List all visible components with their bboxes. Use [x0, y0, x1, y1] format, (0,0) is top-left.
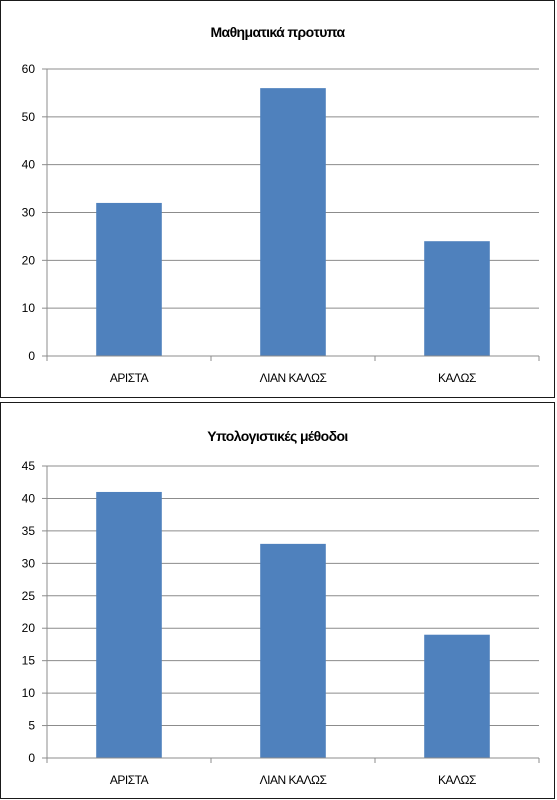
chart-plot-area: 0 10 20 30 40 50 60 ΑΡΙΣΤΑ ΛΙΑΝ ΚΑΛΩΣ ΚΑΛΩΣ — [22, 62, 540, 385]
y-tick-label: 10 — [22, 686, 36, 700]
bar — [96, 202, 162, 356]
y-tick-label: 5 — [28, 719, 35, 733]
y-tick-label: 40 — [22, 158, 36, 172]
y-tick-label: 30 — [22, 206, 36, 220]
bar — [424, 241, 490, 356]
x-tick-label: ΑΡΙΣΤΑ — [110, 773, 149, 787]
y-tick-label: 10 — [22, 301, 36, 315]
y-tick-label: 35 — [22, 524, 36, 538]
y-tick-label: 40 — [22, 491, 36, 505]
x-tick-label: ΛΙΑΝ ΚΑΛΩΣ — [260, 773, 327, 787]
bar — [260, 88, 326, 356]
chart-plot-area: 0 5 10 15 20 25 30 35 40 45 ΑΡΙΣΤΑ ΛΙΑΝ ΚΑΛΩΣ ΚΑΛΩΣ — [22, 459, 540, 787]
y-tick-label: 30 — [22, 556, 36, 570]
chart-title: Μαθηματικά πρoτυπα — [210, 24, 346, 40]
x-tick-label: ΛΙΑΝ ΚΑΛΩΣ — [260, 371, 327, 385]
bar — [96, 491, 162, 758]
y-tick-label: 25 — [22, 589, 36, 603]
y-tick-label: 0 — [28, 751, 35, 765]
x-tick-label: ΚΑΛΩΣ — [438, 371, 476, 385]
chart-computational-methods: Υπολογιστικές μέθοδοι 0 5 10 15 20 25 30 35 40 45… — [0, 402, 555, 799]
bar — [424, 634, 490, 758]
y-tick-label: 0 — [28, 349, 35, 363]
y-tick-label: 50 — [22, 110, 36, 124]
y-tick-label: 20 — [22, 621, 36, 635]
y-tick-label: 20 — [22, 253, 36, 267]
y-tick-label: 45 — [22, 459, 36, 473]
x-tick-label: ΚΑΛΩΣ — [438, 773, 476, 787]
chart-title: Υπολογιστικές μέθοδοι — [207, 428, 348, 444]
y-tick-label: 15 — [22, 654, 36, 668]
bar — [260, 543, 326, 758]
chart-math-models: Μαθηματικά πρoτυπα 0 10 20 30 40 50 60 ΑΡΙΣΤΑ ΛΙ… — [0, 0, 555, 398]
x-tick-label: ΑΡΙΣΤΑ — [110, 371, 149, 385]
y-tick-label: 60 — [22, 62, 36, 76]
